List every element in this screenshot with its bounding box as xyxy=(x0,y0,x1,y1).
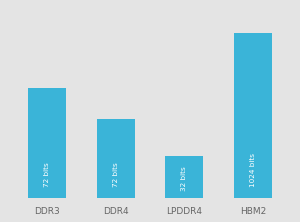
Text: 32 bits: 32 bits xyxy=(182,167,188,191)
Bar xyxy=(28,88,66,198)
Text: 72 bits: 72 bits xyxy=(44,162,50,187)
Text: 1024 bits: 1024 bits xyxy=(250,153,256,187)
Bar xyxy=(234,33,272,198)
Text: 72 bits: 72 bits xyxy=(112,162,118,187)
Bar xyxy=(166,156,203,198)
Bar xyxy=(97,119,134,198)
